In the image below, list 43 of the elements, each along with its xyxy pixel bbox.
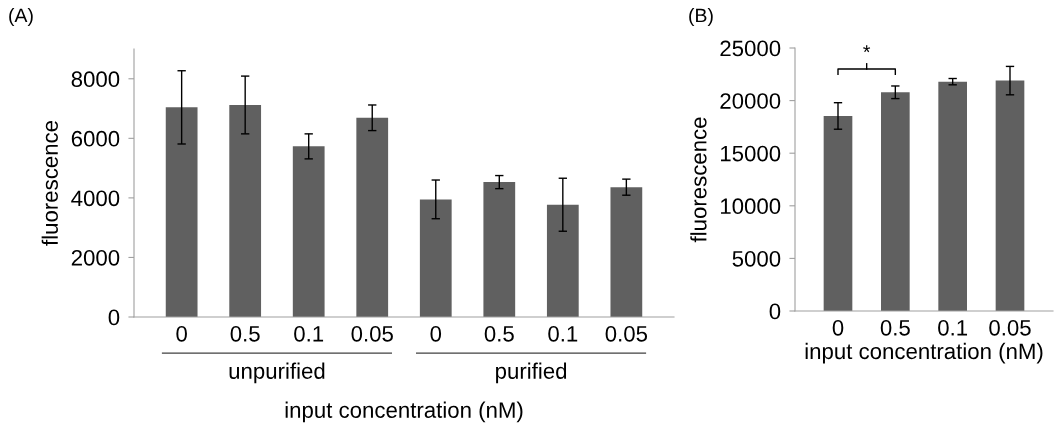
bar bbox=[229, 104, 262, 317]
bar bbox=[165, 107, 198, 317]
bar bbox=[610, 187, 643, 317]
x-tick-label: 0.1 bbox=[548, 325, 578, 342]
y-tick-label: 4000 bbox=[71, 190, 120, 207]
x-axis-title: input concentration (nM) bbox=[805, 342, 1043, 364]
y-axis-title: fluorescence bbox=[41, 120, 58, 246]
y-tick-label: 25000 bbox=[720, 40, 781, 57]
x-tick-label: 0.5 bbox=[484, 325, 514, 342]
y-tick-label: 5000 bbox=[732, 250, 781, 267]
annotation: * bbox=[863, 45, 871, 53]
y-tick-label: 20000 bbox=[720, 93, 781, 109]
x-tick-label: 0 bbox=[832, 319, 844, 336]
y-tick-label: 15000 bbox=[721, 145, 781, 162]
x-tick-label: 0.1 bbox=[294, 325, 324, 342]
x-tick-label: 0.05 bbox=[989, 319, 1031, 336]
bar bbox=[881, 92, 910, 311]
text: purified bbox=[496, 362, 567, 384]
x-tick-label: 0.1 bbox=[938, 319, 968, 336]
y-axis-title: fluorescence bbox=[690, 117, 707, 243]
bar bbox=[938, 81, 967, 311]
x-tick-label: 0 bbox=[176, 325, 187, 342]
bar bbox=[483, 182, 516, 317]
y-tick-label: 0 bbox=[769, 303, 781, 320]
bar bbox=[356, 117, 389, 317]
x-tick-label: 0.5 bbox=[230, 325, 260, 342]
bar bbox=[292, 146, 325, 317]
y-tick-label: 8000 bbox=[71, 71, 120, 88]
y-tick-label: 2000 bbox=[71, 249, 120, 266]
bar bbox=[823, 115, 853, 311]
x-axis-title: input concentration (nM) bbox=[285, 401, 523, 423]
text: unpurified bbox=[229, 362, 325, 384]
y-tick-label: 6000 bbox=[71, 130, 120, 147]
y-tick-label: 10000 bbox=[721, 198, 781, 215]
x-tick-label: 0 bbox=[430, 325, 442, 342]
chart-title: (B) bbox=[689, 8, 713, 27]
bar bbox=[419, 199, 452, 317]
chart-title: (A) bbox=[9, 8, 33, 27]
x-tick-label: 0.05 bbox=[351, 325, 393, 342]
x-tick-label: 0.5 bbox=[880, 319, 910, 336]
bar bbox=[546, 204, 579, 317]
x-tick-label: 0.05 bbox=[605, 325, 648, 342]
bar bbox=[995, 80, 1025, 311]
